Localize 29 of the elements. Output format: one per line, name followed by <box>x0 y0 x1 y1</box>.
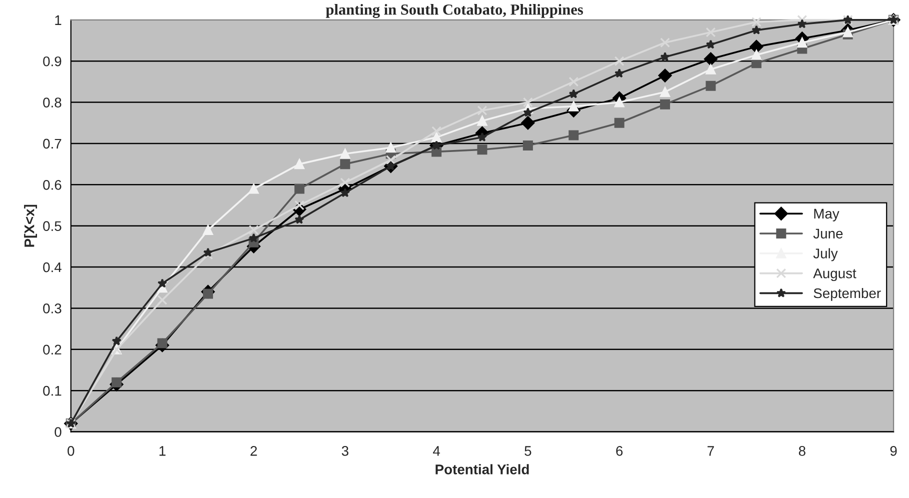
y-tick-label: 0.8 <box>43 98 62 108</box>
x-tick-label: 4 <box>432 446 440 456</box>
y-tick-label: 0.1 <box>43 386 62 396</box>
x-tick-label: 3 <box>342 446 348 456</box>
x-axis-title: Potential Yield <box>436 464 529 474</box>
legend-label: September <box>814 288 881 301</box>
x-tick-label: 2 <box>250 446 257 456</box>
x-tick-label: 5 <box>524 446 532 456</box>
y-tick-label: 0.6 <box>43 180 62 190</box>
x-tick-label: 6 <box>616 446 623 456</box>
y-axis-title: P[X<x] <box>24 204 38 247</box>
x-tick-label: 7 <box>708 446 714 456</box>
x-tick-label: 0 <box>68 446 74 456</box>
x-tick-label: 8 <box>798 446 806 456</box>
chart-title: planting in South Cotabato, Philippines <box>326 4 583 18</box>
y-tick-label: 0.4 <box>43 262 62 272</box>
x-tick-label: 9 <box>890 446 897 456</box>
y-tick-label: 0.7 <box>43 138 62 149</box>
x-tick-label: 1 <box>160 446 166 456</box>
legend-label: July <box>813 248 838 262</box>
legend-label: June <box>813 228 843 239</box>
y-tick-label: 1 <box>55 15 62 25</box>
y-tick-label: 0.5 <box>43 221 62 232</box>
y-tick-label: 0 <box>54 427 62 437</box>
y-tick-label: 0.2 <box>43 344 62 355</box>
legend-label: August <box>813 268 856 282</box>
y-tick-label: 0.3 <box>43 304 62 314</box>
legend-label: May <box>814 208 840 222</box>
y-tick-label: 0.9 <box>43 56 62 66</box>
